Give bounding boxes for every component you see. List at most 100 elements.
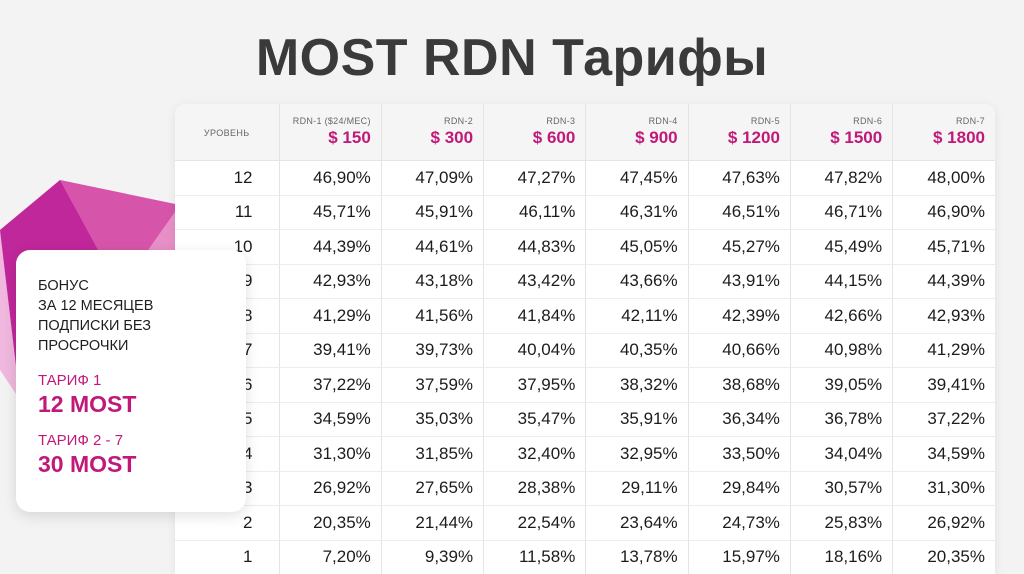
rate-cell: 24,73% <box>687 505 791 541</box>
table-body: 12 46,90% 47,09% 47,27% 47,45% 47,63% 47,82% 48… <box>175 160 995 574</box>
rate-cell: 37,22% <box>278 367 382 403</box>
rate-cell: 41,56% <box>380 298 484 334</box>
rate-cell: 39,73% <box>380 333 484 368</box>
table-row: 11 45,71% 45,91% 46,11% 46,31% 46,51% 46,71% 46… <box>175 195 995 230</box>
rate-cell: 37,59% <box>380 367 484 403</box>
table-row: 4 31,30% 31,85% 32,40% 32,95% 33,50% 34,04% 34,… <box>175 436 995 472</box>
rate-cell: 26,92% <box>892 505 995 541</box>
rate-cell: 32,95% <box>585 436 689 472</box>
rate-cell: 18,16% <box>789 540 893 574</box>
rate-cell: 36,34% <box>687 402 791 437</box>
column-header: RDN-5 $ 1200 <box>687 104 791 161</box>
rate-cell: 42,93% <box>892 298 995 334</box>
column-name: RDN-7 <box>955 116 985 126</box>
rate-cell: 47,09% <box>380 160 484 196</box>
rate-cell: 31,30% <box>278 436 382 472</box>
table-row: 10 44,39% 44,61% 44,83% 45,05% 45,27% 45,49% 45… <box>175 229 995 265</box>
table-header-row: УРОВЕНЬ RDN-1 ($24/МЕС) $ 150 RDN-2 $ 300 RD… <box>175 104 995 161</box>
rate-cell: 38,32% <box>585 367 689 403</box>
level-cell: 1 <box>175 540 279 574</box>
rate-cell: 42,66% <box>789 298 893 334</box>
table-row: 8 41,29% 41,56% 41,84% 42,11% 42,39% 42,66% 42,… <box>175 298 995 334</box>
rate-cell: 7,20% <box>278 540 382 574</box>
rate-cell: 29,11% <box>585 471 689 506</box>
rate-cell: 46,11% <box>483 195 586 230</box>
rate-cell: 29,84% <box>687 471 791 506</box>
rate-cell: 39,41% <box>278 333 382 368</box>
column-header: RDN-1 ($24/МЕС) $ 150 <box>278 104 382 161</box>
rate-cell: 41,84% <box>483 298 586 334</box>
rate-cell: 45,05% <box>585 229 689 265</box>
bonus-line: ЗА 12 МЕСЯЦЕВ <box>38 298 154 314</box>
rate-cell: 36,78% <box>789 402 893 437</box>
column-header: RDN-2 $ 300 <box>380 104 484 161</box>
rate-cell: 35,47% <box>483 402 586 437</box>
rate-cell: 41,29% <box>892 333 995 368</box>
rate-cell: 31,85% <box>380 436 484 472</box>
rate-cell: 26,92% <box>278 471 382 506</box>
rate-cell: 40,35% <box>585 333 689 368</box>
rate-cell: 41,29% <box>278 298 382 334</box>
table-row: 7 39,41% 39,73% 40,04% 40,35% 40,66% 40,98% 41,… <box>175 333 995 368</box>
rate-cell: 44,39% <box>278 229 382 265</box>
rate-cell: 35,03% <box>380 402 484 437</box>
column-header: RDN-6 $ 1500 <box>789 104 893 161</box>
rate-cell: 35,91% <box>585 402 689 437</box>
column-name: RDN-1 ($24/МЕС) <box>292 116 371 126</box>
rate-cell: 37,95% <box>483 367 586 403</box>
rate-cell: 11,58% <box>483 540 586 574</box>
table-row: 3 26,92% 27,65% 28,38% 29,11% 29,84% 30,57% 31,… <box>175 471 995 506</box>
table-row: 6 37,22% 37,59% 37,95% 38,32% 38,68% 39,05% 39,… <box>175 367 995 403</box>
rate-cell: 33,50% <box>687 436 791 472</box>
rate-cell: 46,71% <box>789 195 893 230</box>
rate-cell: 39,05% <box>789 367 893 403</box>
rate-cell: 44,39% <box>892 264 995 299</box>
table-row: 2 20,35% 21,44% 22,54% 23,64% 24,73% 25,83% 26,… <box>175 505 995 541</box>
bonus-line: ПРОСРОЧКИ <box>38 338 129 354</box>
rate-cell: 42,93% <box>278 264 382 299</box>
rate-cell: 34,59% <box>278 402 382 437</box>
rate-cell: 31,30% <box>892 471 995 506</box>
bonus-card: БОНУС ЗА 12 МЕСЯЦЕВ ПОДПИСКИ БЕЗ ПРОСРОЧ… <box>16 250 246 512</box>
rate-cell: 37,22% <box>892 402 995 437</box>
rate-cell: 42,11% <box>585 298 689 334</box>
rates-table: УРОВЕНЬ RDN-1 ($24/МЕС) $ 150 RDN-2 $ 300 RD… <box>175 104 995 574</box>
rate-cell: 15,97% <box>687 540 791 574</box>
bonus-line: ПОДПИСКИ БЕЗ <box>38 318 152 334</box>
column-header: RDN-3 $ 600 <box>483 104 586 161</box>
rates-table-card: УРОВЕНЬ RDN-1 ($24/МЕС) $ 150 RDN-2 $ 300 RD… <box>175 104 995 574</box>
rate-cell: 46,90% <box>278 160 382 196</box>
page-title: MOST RDN Тарифы <box>255 29 769 87</box>
rate-cell: 44,61% <box>380 229 484 265</box>
column-name: RDN-3 <box>546 116 576 126</box>
rate-cell: 34,04% <box>789 436 893 472</box>
rate-cell: 28,38% <box>483 471 586 506</box>
rate-cell: 47,27% <box>483 160 586 196</box>
tariff1-label: ТАРИФ 1 <box>38 372 102 389</box>
rate-cell: 45,71% <box>278 195 382 230</box>
rate-cell: 45,91% <box>380 195 484 230</box>
table-row: 12 46,90% 47,09% 47,27% 47,45% 47,63% 47,82% 48… <box>175 160 995 196</box>
rate-cell: 43,18% <box>380 264 484 299</box>
rate-cell: 34,59% <box>892 436 995 472</box>
table-row: 1 7,20% 9,39% 11,58% 13,78% 15,97% 18,16% 20,35… <box>175 540 995 574</box>
rate-cell: 20,35% <box>892 540 995 574</box>
rate-cell: 39,41% <box>892 367 995 403</box>
column-price: $ 1200 <box>727 128 780 147</box>
bonus-description: БОНУС ЗА 12 МЕСЯЦЕВ ПОДПИСКИ БЕЗ ПРОСРОЧ… <box>38 276 226 356</box>
level-cell: 12 <box>175 160 279 196</box>
rate-cell: 32,40% <box>483 436 586 472</box>
column-header: RDN-7 $ 1800 <box>892 104 995 161</box>
level-column-header: УРОВЕНЬ <box>175 104 279 161</box>
rate-cell: 22,54% <box>483 505 586 541</box>
rate-cell: 45,49% <box>789 229 893 265</box>
rate-cell: 40,04% <box>483 333 586 368</box>
column-price: $ 1500 <box>830 128 883 147</box>
column-price: $ 600 <box>532 128 576 147</box>
rate-cell: 43,91% <box>687 264 791 299</box>
tariff2-value: 30 MOST <box>38 451 137 477</box>
rate-cell: 21,44% <box>380 505 484 541</box>
column-price: $ 1800 <box>933 128 985 147</box>
rate-cell: 30,57% <box>789 471 893 506</box>
column-name: RDN-2 <box>444 116 474 126</box>
